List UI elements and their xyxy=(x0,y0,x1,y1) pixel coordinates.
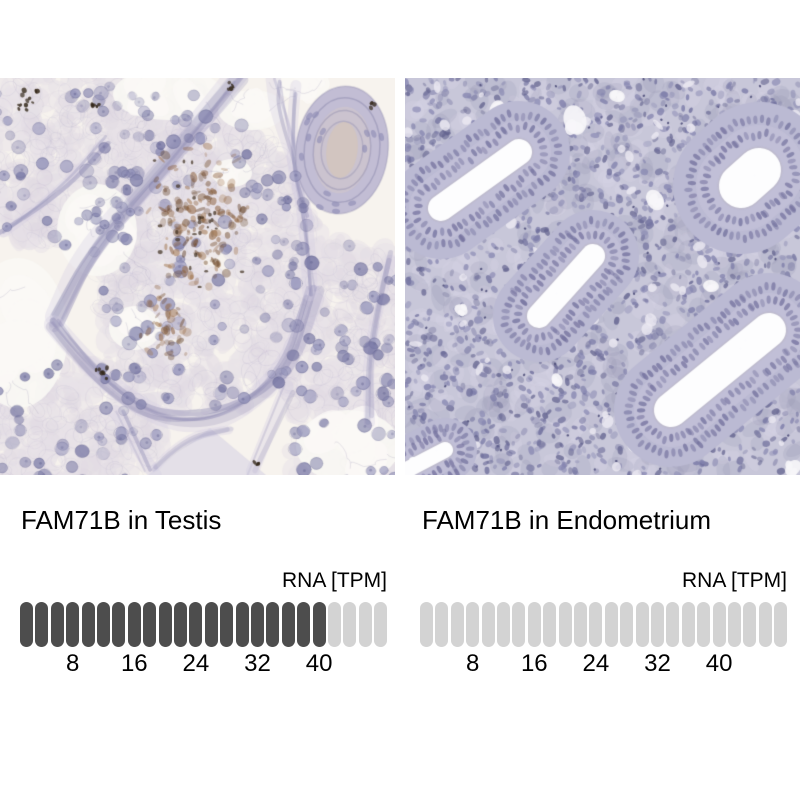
tpm-pill xyxy=(497,602,510,647)
tpm-pill xyxy=(328,602,341,647)
tpm-tick-label: 8 xyxy=(66,650,80,677)
tpm-pill xyxy=(651,602,664,647)
rna-tpm-label-testis: RNA [TPM] xyxy=(281,569,387,592)
tpm-pill xyxy=(281,602,295,647)
tpm-pill xyxy=(374,602,388,647)
tpm-pill xyxy=(174,602,187,647)
tpm-pill xyxy=(81,602,95,647)
panel-title-endometrium: FAM71B in Endometrium xyxy=(422,505,712,535)
tpm-pill xyxy=(66,602,80,647)
tpm-tick-label: 24 xyxy=(582,650,610,677)
tpm-scale-ticks-endometrium: 8 16 24 32 40 xyxy=(420,650,788,678)
tpm-pill xyxy=(450,602,464,647)
tpm-scale-ticks-testis: 8 16 24 32 40 xyxy=(20,650,388,678)
tpm-pill xyxy=(512,602,526,647)
tpm-pill xyxy=(143,602,157,647)
tpm-pill xyxy=(697,602,711,647)
tpm-tick-label: 24 xyxy=(182,650,210,677)
tpm-pill xyxy=(728,602,741,647)
tpm-pill xyxy=(343,602,357,647)
tpm-tick-label: 16 xyxy=(120,650,148,677)
endometrium-ihc-micrograph xyxy=(405,78,800,475)
tpm-pill xyxy=(266,602,280,647)
tpm-pill xyxy=(758,602,772,647)
panel-title-testis: FAM71B in Testis xyxy=(21,505,222,535)
tpm-pill xyxy=(620,602,634,647)
tpm-pill xyxy=(527,602,541,647)
tpm-pill xyxy=(158,602,172,647)
tpm-pill xyxy=(543,602,557,647)
tpm-pill xyxy=(297,602,311,647)
tpm-pill xyxy=(189,602,203,647)
tpm-pill-bar-testis xyxy=(20,602,388,647)
tpm-tick-label: 8 xyxy=(466,650,480,677)
tpm-pill xyxy=(435,602,449,647)
tpm-pill xyxy=(20,602,33,647)
tpm-pill xyxy=(251,602,264,647)
tpm-pill xyxy=(50,602,64,647)
testis-ihc-micrograph xyxy=(0,78,395,475)
tpm-pill xyxy=(743,602,757,647)
tpm-pill xyxy=(481,602,495,647)
tpm-pill xyxy=(466,602,480,647)
tpm-pill xyxy=(358,602,372,647)
tpm-pill xyxy=(666,602,680,647)
tpm-pill xyxy=(235,602,249,647)
tpm-pill xyxy=(712,602,726,647)
tpm-pill xyxy=(604,602,618,647)
tpm-pill xyxy=(312,602,326,647)
rna-tpm-label-endometrium: RNA [TPM] xyxy=(681,569,787,592)
tpm-pill xyxy=(204,602,218,647)
tpm-pill xyxy=(112,602,126,647)
tpm-tick-label: 40 xyxy=(705,650,733,677)
tpm-pill-bar-endometrium xyxy=(420,602,788,647)
tpm-pill xyxy=(589,602,603,647)
tpm-tick-label: 16 xyxy=(520,650,548,677)
tpm-pill xyxy=(558,602,572,647)
tpm-tick-label: 32 xyxy=(244,650,271,677)
tpm-pill xyxy=(97,602,110,647)
tpm-pill xyxy=(574,602,587,647)
tpm-pill xyxy=(127,602,141,647)
tpm-pill xyxy=(220,602,234,647)
tpm-pill xyxy=(774,602,788,647)
tpm-tick-label: 32 xyxy=(644,650,671,677)
tpm-pill xyxy=(635,602,649,647)
tpm-pill xyxy=(681,602,695,647)
tpm-pill xyxy=(420,602,433,647)
tpm-pill xyxy=(35,602,49,647)
tpm-tick-label: 40 xyxy=(305,650,333,677)
